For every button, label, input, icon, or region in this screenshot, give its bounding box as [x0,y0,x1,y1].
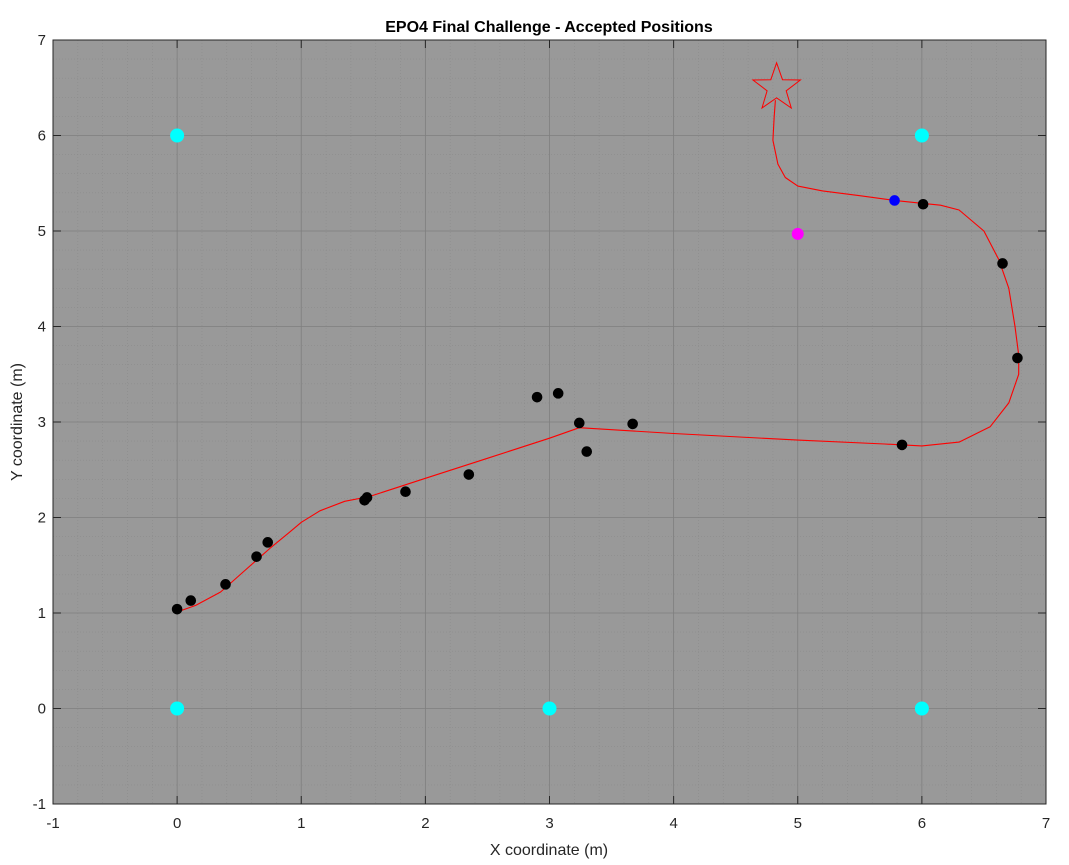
accepted-position-point [220,579,231,590]
current-position-point [889,195,900,206]
accepted-position-point [997,258,1008,269]
x-tick-label: 4 [669,815,677,832]
accepted-position-point [531,391,543,403]
accepted-position-point [917,198,929,210]
beacon-point [170,128,185,143]
tick-marks [52,39,1047,805]
accepted-position-point [251,551,262,562]
y-tick-label: 5 [38,223,46,240]
beacon-point [914,701,929,716]
waypoint-point [791,227,804,240]
series-layer [170,61,1023,716]
x-tick-label: 7 [1042,815,1050,832]
x-tick-label: 6 [918,815,926,832]
accepted-position-point [262,537,274,548]
accepted-position-point [627,418,638,430]
accepted-position-point [552,388,564,399]
chart-title: EPO4 Final Challenge - Accepted Position… [385,19,713,36]
y-tick-label: 7 [38,32,46,49]
y-tick-label: -1 [33,796,46,813]
x-tick-label: 5 [794,815,802,832]
y-tick-label: 1 [38,605,46,622]
x-tick-label: 0 [173,815,181,832]
beacon-point [914,128,929,143]
y-tick-label: 2 [38,510,46,527]
accepted-position-point [573,417,585,429]
tick-labels: -1 0 1 2 3 4 5 6 7 -1 0 1 2 3 4 5 6 7 [33,32,1051,832]
y-tick-label: 6 [38,128,46,145]
accepted-position-point [581,446,593,457]
y-tick-label: 3 [38,414,46,431]
major-grid [53,40,1046,804]
accepted-position-point [171,603,183,615]
accepted-position-point [1012,352,1023,364]
x-tick-label: 1 [297,815,305,832]
beacon-point [542,701,557,716]
accepted-position-point [361,492,373,503]
x-tick-label: 2 [421,815,429,832]
beacon-point [170,701,185,716]
accepted-position-point [463,469,475,480]
trajectory-line [176,100,1020,613]
y-axis-label: Y coordinate (m) [9,363,26,481]
accepted-position-point [896,439,908,451]
accepted-position-point [185,595,197,606]
y-tick-label: 4 [38,319,46,336]
x-tick-label: 3 [545,815,553,832]
accepted-position-point [400,486,411,498]
target-star-marker [751,61,802,110]
x-axis-label: X coordinate (m) [490,842,608,859]
x-tick-label: -1 [46,815,59,832]
y-tick-label: 0 [38,701,46,718]
